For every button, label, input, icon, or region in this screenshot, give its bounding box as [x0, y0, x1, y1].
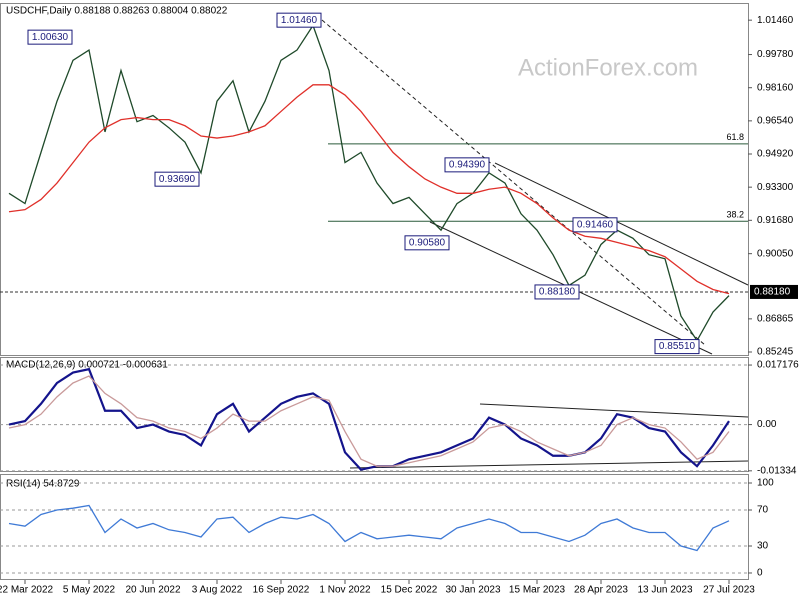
- chart-title: USDCHF,Daily 0.88188 0.88263 0.88004 0.8…: [6, 6, 228, 17]
- y-tick-label: 0.86865: [757, 313, 794, 324]
- level-box: [27, 29, 73, 45]
- level-label: 0.94390: [449, 159, 486, 170]
- y-tick-label: 0.00: [757, 419, 777, 430]
- last-price-label: 0.88180: [754, 287, 791, 298]
- level-box: [404, 235, 450, 251]
- y-tick-label: 0.98160: [757, 82, 794, 93]
- x-tick-label: 28 Apr 2023: [574, 585, 628, 596]
- fib-label: 38.2: [726, 210, 744, 220]
- y-tick-label: 70: [757, 505, 769, 516]
- level-box: [654, 339, 700, 355]
- rsi-panel: [0, 474, 749, 580]
- trendline: [479, 403, 749, 418]
- x-tick-label: 20 Jun 2022: [125, 585, 180, 596]
- level-box: [154, 171, 200, 187]
- x-tick-label: 27 Jul 2023: [703, 585, 755, 596]
- y-tick-label: 0.85245: [757, 347, 794, 358]
- y-tick-label: 1.01460: [757, 15, 794, 26]
- y-tick-label: 0.99780: [757, 49, 794, 60]
- x-tick-label: 3 Aug 2022: [192, 585, 243, 596]
- fib-label: 61.8: [726, 132, 744, 142]
- series-line: [8, 504, 730, 552]
- y-tick-label: 0: [757, 568, 763, 579]
- level-label: 1.01460: [281, 15, 318, 26]
- x-tick-label: 15 Dec 2022: [381, 585, 438, 596]
- x-tick-label: 1 Nov 2022: [319, 585, 371, 596]
- level-label: 0.85510: [659, 341, 696, 352]
- y-tick-label: 100: [757, 478, 774, 489]
- y-tick-label: 0.91680: [757, 215, 794, 226]
- macd-title: MACD(12,26,9) 0.000721 -0.000631: [6, 360, 168, 371]
- y-tick-label: 0.96540: [757, 115, 794, 126]
- level-label: 0.90580: [409, 237, 446, 248]
- level-box: [534, 284, 580, 300]
- series-line: [8, 367, 730, 471]
- series-line: [8, 375, 730, 467]
- series-line: [8, 84, 730, 295]
- y-tick-label: 0.017176: [757, 360, 799, 371]
- watermark: ActionForex.com: [518, 54, 698, 81]
- level-label: 0.93690: [159, 174, 196, 185]
- y-tick-label: -0.01334: [757, 465, 797, 476]
- level-box: [276, 12, 322, 28]
- level-box: [444, 157, 490, 173]
- trendline: [494, 162, 749, 286]
- x-tick-label: 5 May 2022: [63, 585, 116, 596]
- rsi-title: RSI(14) 54.8729: [6, 479, 80, 490]
- level-box: [572, 217, 618, 233]
- level-label: 0.91460: [577, 219, 614, 230]
- x-tick-label: 13 Jun 2023: [637, 585, 692, 596]
- y-tick-label: 0.94920: [757, 149, 794, 160]
- y-tick-label: 0.93300: [757, 182, 794, 193]
- y-tick-label: 0.90050: [757, 248, 794, 259]
- trendline: [349, 460, 749, 469]
- x-tick-label: 15 Mar 2023: [509, 585, 566, 596]
- macd-panel: [0, 357, 749, 472]
- x-tick-label: 16 Sep 2022: [253, 585, 310, 596]
- last-price-box: [750, 284, 798, 299]
- price-panel: [0, 3, 749, 356]
- x-tick-label: 30 Jan 2023: [445, 585, 500, 596]
- x-tick-label: 22 Mar 2022: [0, 585, 54, 596]
- level-label: 0.88180: [539, 287, 576, 298]
- series-line: [8, 24, 730, 342]
- y-tick-label: 30: [757, 541, 769, 552]
- level-label: 1.00630: [32, 32, 69, 43]
